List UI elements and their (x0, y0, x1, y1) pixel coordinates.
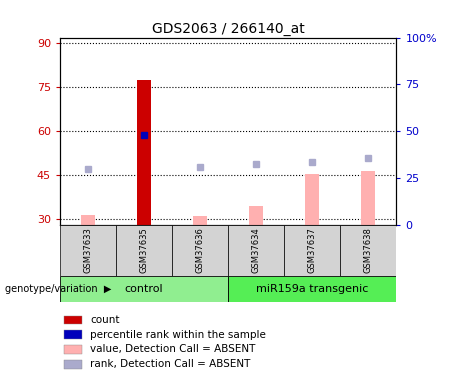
Text: value, Detection Call = ABSENT: value, Detection Call = ABSENT (90, 344, 255, 354)
Title: GDS2063 / 266140_at: GDS2063 / 266140_at (152, 22, 305, 36)
Text: GSM37637: GSM37637 (308, 227, 317, 273)
Bar (116, 225, 172, 276)
Text: GSM37634: GSM37634 (252, 227, 261, 273)
Text: genotype/variation  ▶: genotype/variation ▶ (5, 285, 111, 294)
Bar (305, 174, 319, 225)
Bar (172, 225, 228, 276)
Bar (228, 276, 396, 302)
Bar (137, 80, 151, 225)
Text: percentile rank within the sample: percentile rank within the sample (90, 330, 266, 339)
Bar (249, 206, 263, 225)
Bar (60, 276, 228, 302)
Bar (64, 330, 82, 339)
Bar (284, 225, 340, 276)
Bar (193, 216, 207, 225)
Text: control: control (125, 284, 163, 294)
Bar (64, 316, 82, 324)
Text: miR159a transgenic: miR159a transgenic (256, 284, 368, 294)
Bar (64, 360, 82, 369)
Text: GSM37638: GSM37638 (364, 227, 373, 273)
Bar (228, 225, 284, 276)
Text: GSM37636: GSM37636 (195, 227, 205, 273)
Bar (64, 345, 82, 354)
Text: rank, Detection Call = ABSENT: rank, Detection Call = ABSENT (90, 359, 250, 369)
Text: count: count (90, 315, 119, 325)
Bar (361, 171, 375, 225)
Bar (81, 215, 95, 225)
Bar (60, 225, 116, 276)
Bar (340, 225, 396, 276)
Text: GSM37635: GSM37635 (140, 227, 148, 273)
Text: GSM37633: GSM37633 (83, 227, 93, 273)
